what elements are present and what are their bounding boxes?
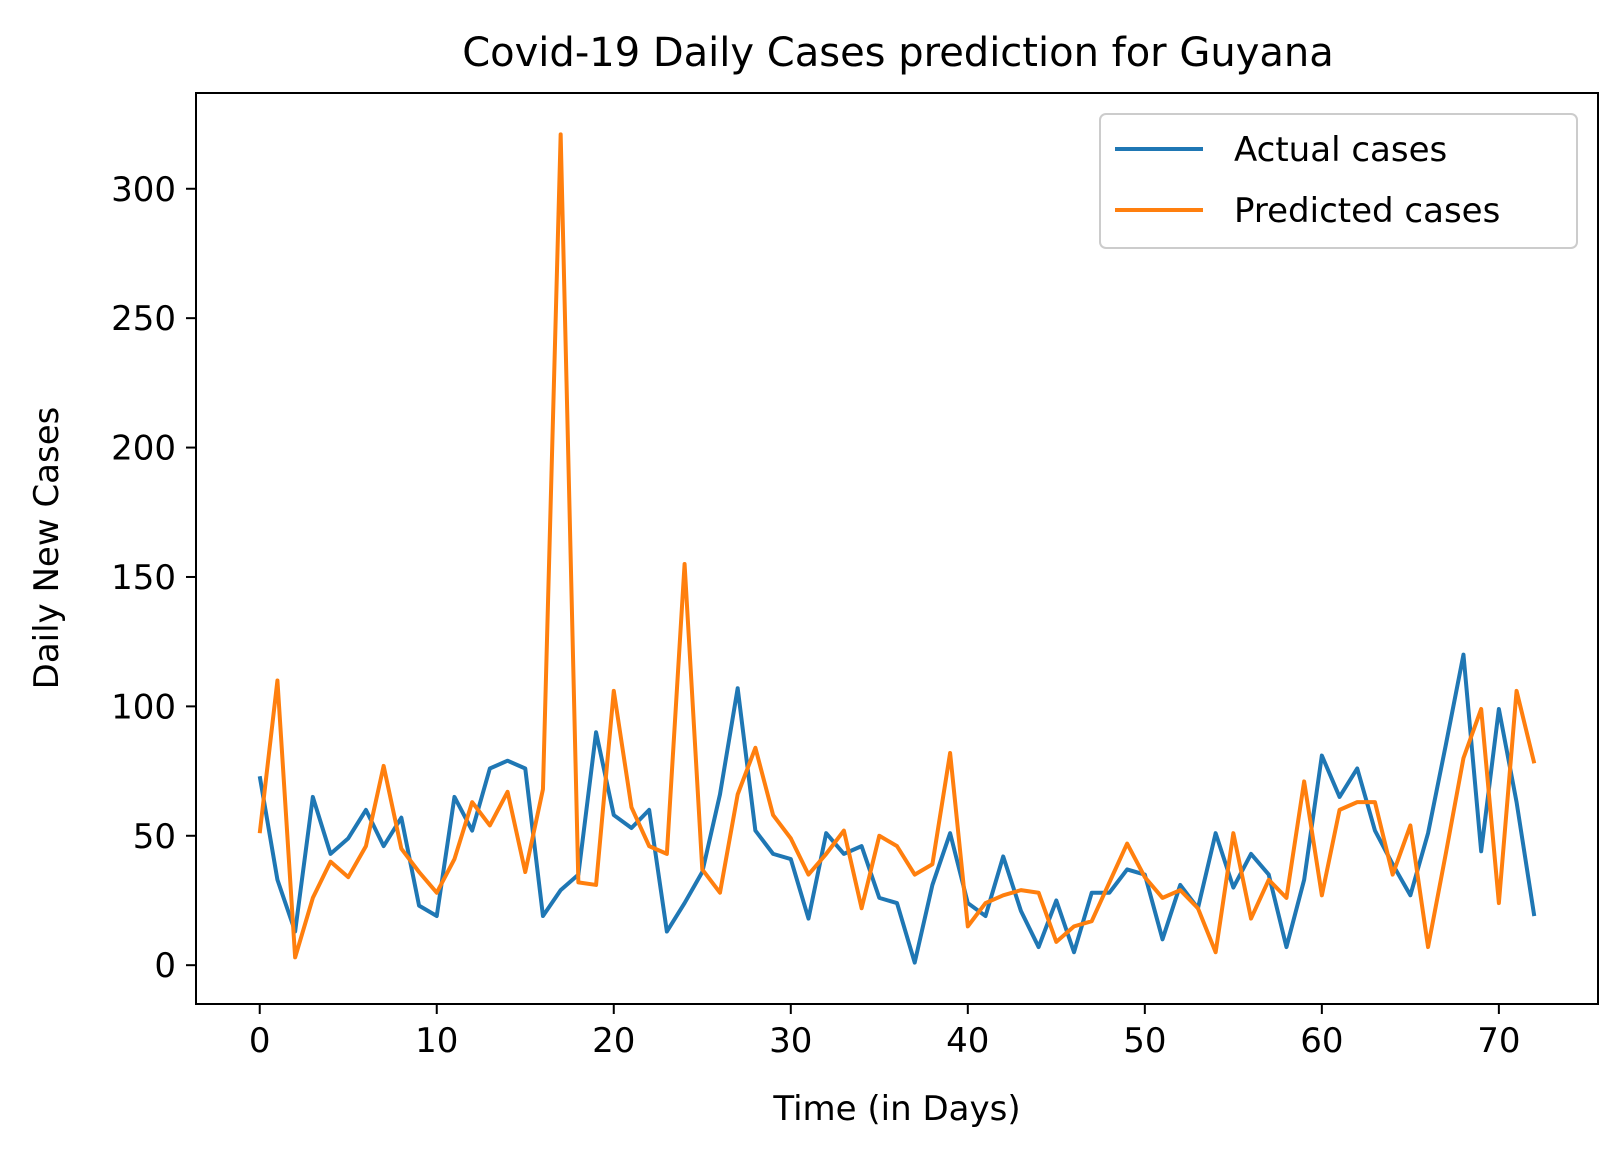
legend-label-actual: Actual cases — [1234, 130, 1447, 170]
x-tick-label: 60 — [1300, 1021, 1343, 1061]
x-tick-label: 0 — [249, 1021, 271, 1061]
x-tick-label: 20 — [592, 1021, 635, 1061]
x-tick-label: 10 — [415, 1021, 458, 1061]
x-tick-label: 30 — [769, 1021, 812, 1061]
y-tick-label: 100 — [111, 687, 176, 727]
chart-title: Covid-19 Daily Cases prediction for Guya… — [462, 30, 1334, 76]
x-axis: 0 10 20 30 40 50 60 70 — [249, 1004, 1521, 1061]
x-axis-label: Time (in Days) — [772, 1089, 1020, 1129]
x-tick-label: 40 — [946, 1021, 989, 1061]
legend: Actual cases Predicted cases — [1099, 113, 1578, 249]
y-tick-label: 300 — [111, 170, 176, 210]
plot-frame — [195, 92, 1599, 1005]
x-tick-label: 70 — [1477, 1021, 1520, 1061]
series-lines — [257, 132, 1537, 965]
y-axis-label: Daily New Cases — [27, 407, 67, 690]
y-tick-label: 0 — [154, 946, 176, 986]
y-tick-label: 150 — [111, 558, 176, 598]
legend-label-predicted: Predicted cases — [1234, 191, 1500, 231]
y-tick-label: 50 — [133, 817, 176, 857]
x-tick-label: 50 — [1123, 1021, 1166, 1061]
y-axis: 0 50 100 150 200 250 300 — [111, 170, 196, 986]
legend-box — [1099, 113, 1578, 249]
series-line-actual — [257, 652, 1537, 965]
y-tick-label: 200 — [111, 429, 176, 469]
y-tick-label: 250 — [111, 299, 176, 339]
series-line-predicted — [257, 132, 1537, 960]
plot-area — [195, 92, 1599, 1005]
